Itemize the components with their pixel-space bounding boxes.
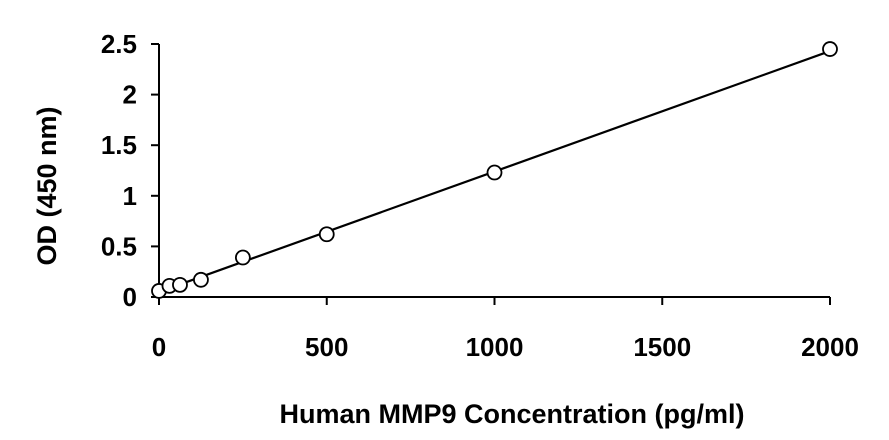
- y-tick-label: 0.5: [101, 231, 137, 261]
- y-tick-label: 1.5: [101, 130, 137, 160]
- y-tick-label: 0: [123, 282, 137, 312]
- data-point: [193, 271, 209, 288]
- data-point: [172, 276, 188, 293]
- y-tick-label: 1: [123, 181, 137, 211]
- data-points: [151, 41, 838, 299]
- y-ticks: 0 0.5 1 1.5 2 2.5: [101, 29, 159, 312]
- data-point: [822, 41, 838, 57]
- x-tick-label: 500: [305, 332, 348, 362]
- x-tick-label: 2000: [801, 332, 859, 362]
- x-tick-label: 1000: [466, 332, 524, 362]
- y-axis-title: OD (450 nm): [32, 106, 62, 265]
- x-axis-title: Human MMP9 Concentration (pg/ml): [280, 399, 745, 429]
- y-tick-label: 2: [123, 80, 137, 110]
- y-tick-label: 2.5: [101, 29, 137, 59]
- data-point: [234, 249, 251, 266]
- x-ticks: 0 500 1000 1500 2000: [152, 297, 859, 362]
- x-tick-label: 0: [152, 332, 166, 362]
- x-tick-label: 1500: [633, 332, 691, 362]
- data-point: [486, 164, 503, 181]
- data-point: [318, 226, 335, 243]
